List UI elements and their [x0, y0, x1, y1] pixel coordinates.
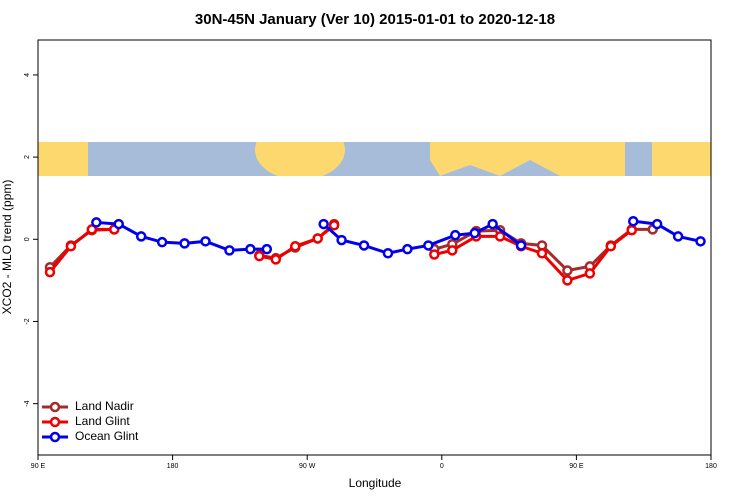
data-point	[402, 243, 413, 255]
data-point	[626, 224, 637, 236]
data-point	[289, 241, 301, 252]
legend-marker	[49, 416, 61, 428]
x-axis-label: Longitude	[349, 476, 402, 490]
data-point	[200, 236, 211, 247]
data-point	[447, 245, 458, 256]
x-tick-label: 180	[705, 463, 717, 470]
data-point	[336, 234, 347, 246]
x-tick-label: 90 W	[299, 463, 316, 470]
y-tick-label: -4	[24, 400, 31, 406]
plot-frame	[37, 39, 712, 456]
x-tick-label: 0	[440, 463, 444, 470]
legend-label: Ocean Glint	[75, 429, 139, 443]
x-tick-label: 180	[167, 463, 179, 470]
y-tick-label: 2	[24, 155, 31, 159]
data-point	[261, 243, 273, 255]
data-point	[91, 217, 102, 228]
legend-marker	[49, 401, 61, 413]
data-point	[254, 250, 265, 262]
series-line	[322, 222, 522, 255]
data-point	[562, 275, 573, 286]
legend-label: Land Glint	[75, 414, 130, 428]
data-point	[429, 249, 440, 260]
data-point	[382, 248, 394, 259]
legend-label: Land Nadir	[75, 399, 134, 413]
data-point	[156, 236, 168, 248]
data-point	[86, 224, 98, 235]
data-point	[627, 215, 639, 227]
series-line	[633, 219, 701, 243]
legend-marker	[49, 431, 61, 443]
data-point	[494, 231, 506, 242]
y-tick-label: 0	[24, 237, 31, 241]
chart-title: 30N-45N January (Ver 10) 2015-01-01 to 2…	[195, 11, 555, 28]
data-point	[651, 218, 663, 230]
data-point	[179, 238, 190, 249]
data-point	[515, 240, 527, 251]
x-tick-label: 90 E	[31, 463, 46, 470]
data-point	[224, 245, 235, 256]
series-line	[433, 229, 633, 283]
data-point	[113, 218, 125, 230]
data-point	[270, 254, 282, 265]
data-point	[328, 220, 340, 231]
x-tick-label: 90 E	[569, 463, 584, 470]
data-point	[469, 227, 480, 239]
data-point	[318, 218, 329, 230]
data-point	[450, 229, 461, 241]
data-point	[65, 241, 77, 252]
y-tick-label: -2	[24, 318, 31, 324]
data-point	[487, 218, 498, 230]
y-tick-label: 4	[24, 73, 31, 77]
data-point	[135, 231, 147, 242]
data-point	[44, 266, 56, 278]
series-line	[48, 227, 115, 274]
data-point	[245, 243, 256, 255]
data-point	[536, 248, 548, 259]
data-point	[423, 240, 434, 251]
map-band	[38, 142, 711, 176]
data-point	[312, 233, 323, 244]
data-point	[358, 240, 370, 251]
data-point	[695, 236, 706, 247]
data-point	[562, 265, 573, 276]
data-point	[672, 231, 684, 242]
data-point	[605, 241, 617, 252]
data-point	[584, 268, 596, 279]
y-axis-label: XCO2 - MLO trend (ppm)	[0, 180, 14, 315]
